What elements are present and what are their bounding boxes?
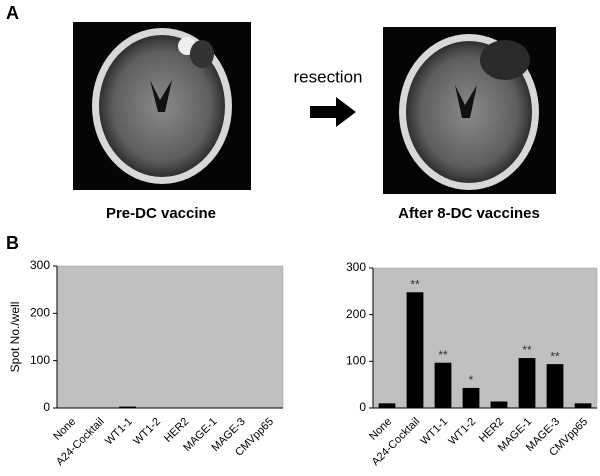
panel-label: B [6,233,19,253]
significance: ** [438,348,448,362]
y-tick-label: 200 [30,306,50,320]
arrow-label: resection [294,67,363,86]
bar [490,401,508,408]
mri-post [383,27,556,194]
caption: After 8-DC vaccines [398,205,540,222]
arrow [310,97,356,127]
y-tick-label: 300 [346,260,366,274]
caption: Pre-DC vaccine [106,205,216,222]
bar [119,406,137,408]
bar [406,292,424,408]
significance: * [469,373,474,387]
x-tick-label: WT1-2 [131,416,163,448]
mri-pre [73,22,251,190]
bar [574,403,592,408]
significance: ** [550,349,560,363]
x-tick-label: WT1-1 [103,416,135,448]
plot-area [56,265,284,409]
y-tick-label: 0 [43,400,50,414]
y-tick-label: 100 [346,354,366,368]
y-axis-label: Spot No./well [8,302,22,373]
y-tick-label: 100 [30,353,50,367]
x-tick-label: WT1-2 [446,416,478,448]
bar [546,364,564,408]
y-tick-label: 300 [30,258,50,272]
bar [518,358,536,408]
significance: ** [522,343,532,357]
y-tick-label: 200 [346,307,366,321]
bar [462,387,480,408]
x-tick-label: WT1-1 [418,416,450,448]
y-tick-label: 0 [359,400,366,414]
significance: ** [410,277,420,291]
bar [434,362,452,408]
bar [378,403,396,408]
panel-label: A [6,3,19,23]
